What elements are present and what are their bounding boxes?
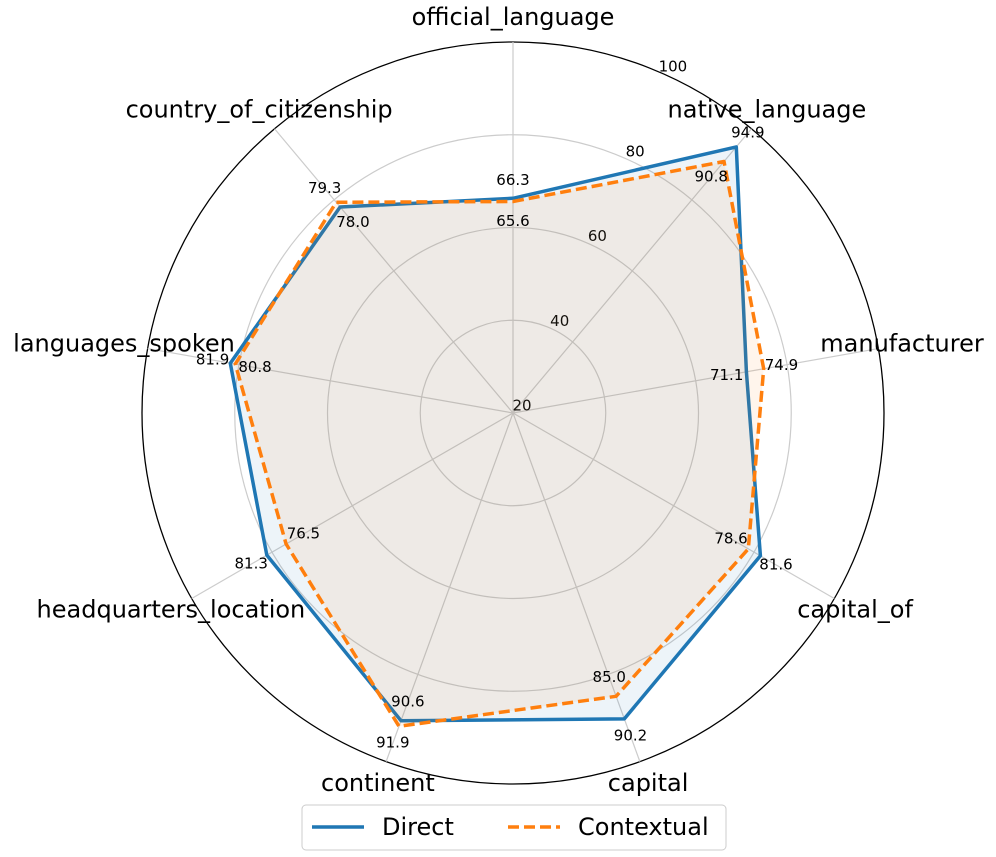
- spoke: [274, 128, 514, 414]
- value-label: 66.3: [496, 171, 529, 189]
- value-label: 76.5: [287, 525, 320, 543]
- value-label: 80.8: [238, 358, 271, 376]
- r-tick-label: 100: [659, 58, 688, 76]
- category-label: native_language: [668, 95, 867, 123]
- value-label: 65.6: [496, 212, 529, 230]
- spoke: [191, 412, 514, 600]
- r-tick-label: 80: [626, 142, 645, 160]
- spoke: [512, 347, 879, 414]
- category-label: continent: [321, 769, 435, 797]
- series-line: [233, 159, 766, 729]
- value-label: 90.8: [694, 167, 727, 185]
- series-area: [230, 146, 761, 721]
- value-label: 90.2: [614, 726, 647, 744]
- value-label: 81.3: [235, 555, 268, 573]
- legend-label: Direct: [382, 813, 454, 841]
- value-label: 91.9: [376, 734, 409, 752]
- value-label: 79.3: [308, 179, 341, 197]
- category-label: capital: [608, 769, 689, 797]
- value-label: 71.1: [710, 366, 743, 384]
- value-label: 85.0: [593, 668, 626, 686]
- value-label: 90.6: [391, 692, 424, 710]
- value-label: 81.6: [759, 555, 792, 573]
- spoke: [512, 412, 835, 600]
- series-area: [235, 161, 764, 727]
- r-tick-label: 40: [550, 312, 569, 330]
- category-label: languages_spoken: [13, 329, 235, 357]
- r-tick-label: 20: [512, 397, 531, 415]
- spoke: [512, 412, 641, 762]
- category-label: manufacturer: [820, 329, 984, 357]
- value-label: 94.9: [731, 124, 764, 142]
- legend-label: Contextual: [578, 813, 709, 841]
- value-label: 81.9: [196, 351, 229, 369]
- spoke: [385, 412, 514, 762]
- value-label: 78.0: [336, 213, 369, 231]
- value-label: 74.9: [765, 356, 798, 374]
- r-tick-label: 60: [588, 227, 607, 245]
- value-label: 78.6: [714, 529, 747, 547]
- category-label: country_of_citizenship: [126, 95, 393, 123]
- category-label: headquarters_location: [37, 596, 306, 624]
- category-label: official_language: [412, 3, 615, 31]
- category-label: capital_of: [797, 596, 913, 624]
- spoke: [147, 347, 514, 414]
- spoke: [512, 128, 752, 414]
